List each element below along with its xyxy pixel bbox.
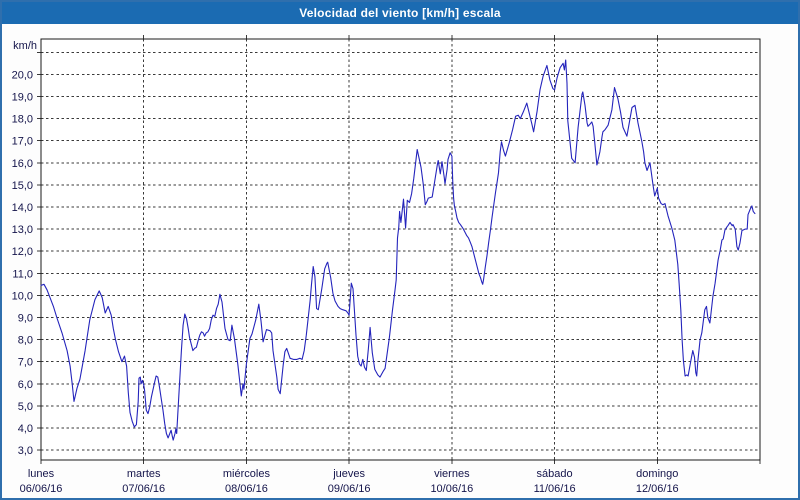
title-bar: Velocidad del viento [km/h] escala [2, 2, 798, 24]
y-tick-label: 20,0 [12, 69, 33, 81]
day-name-label: sábado [537, 468, 573, 480]
wind-speed-chart: 20,0 19,0 18,0 17,0 16,0 15,0 14,0 13,0 12,0 11,0… [12, 35, 761, 495]
day-date-label: 09/06/16 [328, 483, 371, 495]
y-tick-label: 8,0 [18, 335, 33, 347]
y-tick-label: 17,0 [12, 136, 33, 148]
y-tick-label: 16,0 [12, 158, 33, 170]
y-tick-label: 13,0 [12, 224, 33, 236]
day-name-label: viernes [434, 468, 470, 480]
day-date-label: 10/06/16 [430, 483, 473, 495]
window-title: Velocidad del viento [km/h] escala [299, 6, 501, 20]
day-date-label: 06/06/16 [20, 483, 63, 495]
plot-border [40, 38, 761, 461]
day-date-label: 07/06/16 [122, 483, 165, 495]
wind-speed-line [40, 59, 756, 441]
day-name-label: jueves [332, 468, 365, 480]
y-tick-label: 19,0 [12, 91, 33, 103]
y-tick-label: 14,0 [12, 202, 33, 214]
y-axis-unit-label: km/h [13, 40, 37, 52]
y-tick-label: 6,0 [18, 379, 33, 391]
plot-background [41, 39, 760, 460]
day-date-label: 12/06/16 [636, 483, 679, 495]
chart-plot-area: 20,0 19,0 18,0 17,0 16,0 15,0 14,0 13,0 12,0 11,0… [2, 24, 798, 498]
day-date-label: 11/06/16 [534, 483, 576, 495]
y-tick-label: 7,0 [18, 357, 33, 369]
day-name-label: domingo [636, 468, 678, 480]
day-date-label: 08/06/16 [225, 483, 268, 495]
day-name-label: lunes [28, 468, 55, 480]
y-tick-label: 9,0 [18, 312, 33, 324]
y-tick-label: 18,0 [12, 114, 33, 126]
day-name-label: martes [127, 468, 161, 480]
y-tick-label: 12,0 [12, 246, 33, 258]
y-tick-label: 5,0 [18, 401, 33, 413]
y-tick-label: 15,0 [12, 180, 33, 192]
y-tick-label: 11,0 [12, 268, 33, 280]
y-tick-label: 10,0 [12, 290, 33, 302]
day-name-label: miércoles [223, 468, 271, 480]
y-tick-label: 3,0 [18, 445, 33, 457]
y-tick-label: 4,0 [18, 423, 33, 435]
